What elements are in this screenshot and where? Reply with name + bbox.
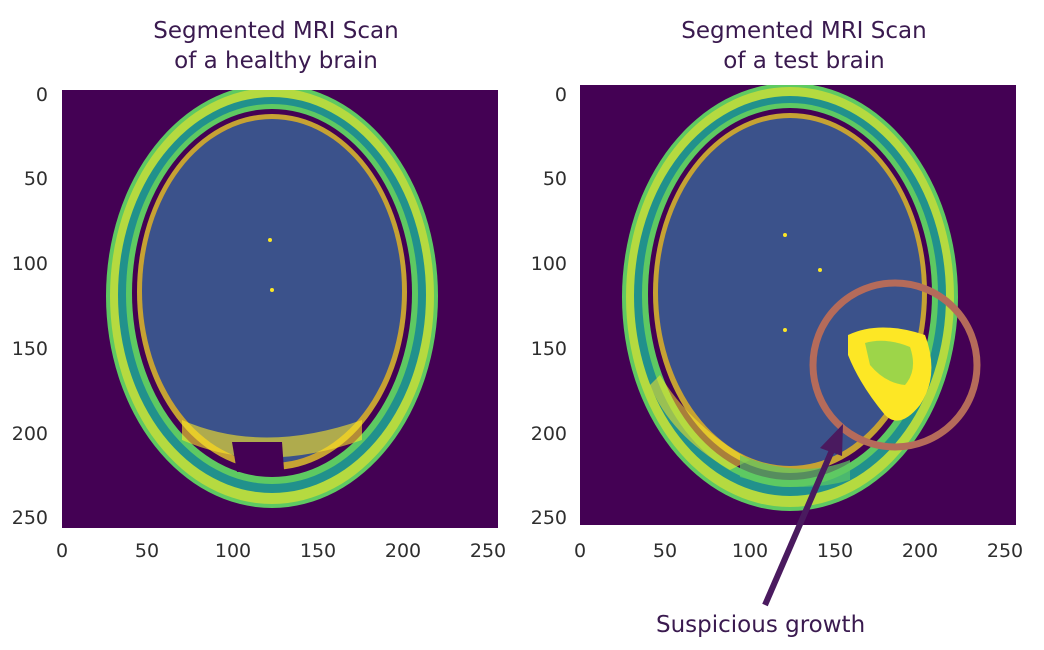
right-ytick: 150 (530, 338, 567, 360)
left-ytick: 50 (23, 168, 48, 190)
left-title-line1: Segmented MRI Scan (153, 18, 399, 44)
right-xtick: 50 (652, 540, 678, 562)
annotation-arrow-head (820, 424, 843, 456)
left-xtick: 250 (469, 540, 507, 562)
right-xtick: 0 (573, 540, 587, 562)
right-ytick: 100 (530, 253, 567, 275)
left-ytick: 150 (11, 338, 48, 360)
left-title-line2: of a healthy brain (174, 48, 378, 74)
left-mri-image (62, 90, 498, 528)
left-title: Segmented MRI Scan of a healthy brain (100, 16, 452, 76)
right-title-line1: Segmented MRI Scan (681, 18, 927, 44)
left-ytick: 0 (35, 84, 48, 106)
left-ytick: 250 (11, 507, 48, 529)
left-xtick: 200 (384, 540, 422, 562)
right-xtick: 200 (901, 540, 939, 562)
left-xtick: 0 (55, 540, 69, 562)
left-ytick: 200 (11, 423, 48, 445)
suspicious-growth-circle (809, 279, 981, 451)
right-xtick: 150 (816, 540, 854, 562)
right-title: Segmented MRI Scan of a test brain (628, 16, 980, 76)
right-ytick: 0 (554, 84, 567, 106)
left-ytick: 100 (11, 253, 48, 275)
left-xtick: 150 (299, 540, 337, 562)
right-ytick: 250 (530, 507, 567, 529)
right-mri-image (580, 85, 1016, 525)
right-xtick: 100 (731, 540, 769, 562)
right-xtick: 250 (986, 540, 1024, 562)
right-ytick: 50 (542, 168, 567, 190)
suspicious-growth-label: Suspicious growth (656, 612, 866, 638)
right-ytick: 200 (530, 423, 567, 445)
annotation-arrow-shaft (762, 446, 836, 607)
left-xtick: 50 (134, 540, 160, 562)
left-xtick: 100 (214, 540, 252, 562)
right-title-line2: of a test brain (723, 48, 885, 74)
